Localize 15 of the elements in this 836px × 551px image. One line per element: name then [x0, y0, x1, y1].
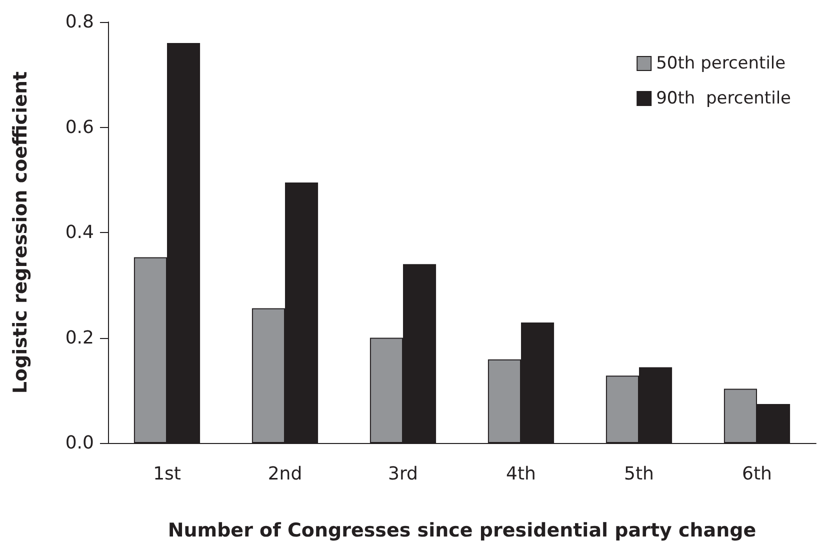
x-tick-label: 2nd — [268, 464, 302, 484]
x-tick-label: 6th — [742, 464, 772, 484]
x-axis-title: Number of Congresses since presidential party change — [168, 520, 756, 542]
x-tick-label: 3rd — [388, 464, 418, 484]
x-tick-label: 4th — [506, 464, 536, 484]
y-axis-title: Logistic regression coefficient — [10, 71, 32, 394]
x-tick-label: 5th — [624, 464, 654, 484]
y-tick-label: 0.6 — [65, 116, 94, 138]
y-tick-label: 0.8 — [65, 12, 94, 32]
legend-label: 50th percentile — [656, 54, 786, 74]
y-tick-label: 0.2 — [65, 327, 94, 348]
x-tick-label: 1st — [153, 464, 181, 484]
legend-label: 90th percentile — [656, 88, 792, 108]
y-tick-label: 0.0 — [65, 432, 94, 454]
y-tick-label: 0.4 — [65, 222, 94, 243]
